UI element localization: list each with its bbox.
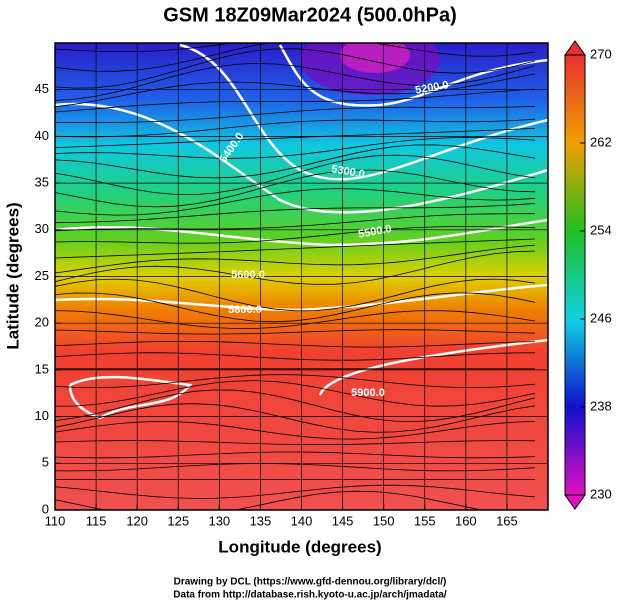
x-tick-label: 145 [332, 513, 354, 528]
colorbar-tick-label: 254 [590, 222, 612, 237]
streamline [55, 440, 536, 445]
streamline [55, 374, 536, 389]
x-tick-label: 155 [414, 513, 436, 528]
contour-label: 5500.0 [357, 223, 392, 241]
contour-label: 5800.0 [228, 304, 262, 316]
contour-label: 5600.0 [231, 269, 265, 281]
streamline [55, 213, 535, 234]
x-tick-label: 130 [208, 513, 230, 528]
contour-label: 5300.0 [330, 163, 365, 181]
x-tick-label: 115 [86, 513, 107, 528]
y-tick-label: 35 [35, 175, 49, 190]
streamline [55, 403, 536, 433]
x-tick-label: 140 [291, 513, 313, 528]
streamline [55, 292, 536, 323]
streamline [55, 250, 536, 285]
footer-line: Drawing by DCL (https://www.gfd-dennou.o… [174, 577, 447, 588]
streamline [55, 484, 536, 499]
streamline [55, 105, 536, 124]
streamline [55, 43, 536, 72]
x-tick-label: 150 [373, 513, 395, 528]
colorbar-tick-label: 238 [590, 398, 612, 413]
footer-line: Data from http://database.rish.kyoto-u.a… [173, 590, 447, 601]
y-tick-label: 5 [42, 455, 49, 470]
streamline [55, 128, 536, 149]
colorbar-extend [564, 40, 586, 56]
x-tick-label: 110 [45, 513, 66, 528]
colorbar-extend [564, 494, 586, 510]
chart-title: GSM 18Z09Mar2024 (500.0hPa) [163, 4, 457, 26]
streamline [55, 48, 536, 89]
x-axis-label: Longitude (degrees) [218, 537, 381, 556]
streamline [55, 278, 536, 312]
y-axis-label: Latitude (degrees) [3, 202, 22, 349]
colorbar-tick-label: 270 [590, 46, 612, 61]
streamline [55, 451, 536, 459]
streamline [55, 421, 536, 440]
streamline [55, 154, 536, 196]
colorbar [564, 54, 586, 496]
streamlines: 5200.05300.05400.05500.05600.05800.05900… [55, 43, 548, 510]
streamline [55, 329, 536, 335]
y-tick-label: 25 [35, 268, 49, 283]
streamline [55, 137, 536, 160]
x-tick-label: 165 [496, 513, 518, 528]
streamline [55, 463, 536, 472]
streamline [55, 88, 536, 113]
streamline [55, 188, 536, 216]
streamline [55, 310, 536, 329]
streamline [55, 380, 536, 407]
colorbar-tick-label: 246 [590, 310, 612, 325]
streamline [55, 244, 536, 274]
contour-label: 5200.0 [414, 79, 449, 97]
streamline [55, 341, 536, 348]
streamline [55, 352, 536, 361]
colorbar-tick-label: 230 [590, 486, 612, 501]
streamline [55, 169, 536, 208]
y-tick-label: 15 [35, 361, 49, 376]
y-tick-label: 0 [42, 501, 49, 516]
streamline [55, 226, 536, 246]
streamline [55, 490, 485, 510]
streamline [55, 389, 536, 423]
streamline [55, 43, 236, 52]
y-tick-label: 10 [35, 408, 49, 423]
y-tick-label: 40 [35, 128, 49, 143]
streamline [55, 203, 536, 224]
x-tick-label: 160 [455, 513, 477, 528]
x-tick-label: 135 [250, 513, 272, 528]
streamline [55, 238, 536, 259]
streamline [55, 62, 536, 101]
y-tick-label: 45 [35, 81, 49, 96]
streamline [55, 144, 536, 179]
x-tick-label: 125 [167, 513, 189, 528]
colorbar-tick-label: 262 [590, 134, 612, 149]
streamline [55, 73, 536, 108]
contour-label: 5900.0 [351, 387, 385, 399]
x-tick-label: 120 [126, 513, 148, 528]
y-tick-label: 30 [35, 221, 49, 236]
y-tick-label: 20 [35, 315, 49, 330]
